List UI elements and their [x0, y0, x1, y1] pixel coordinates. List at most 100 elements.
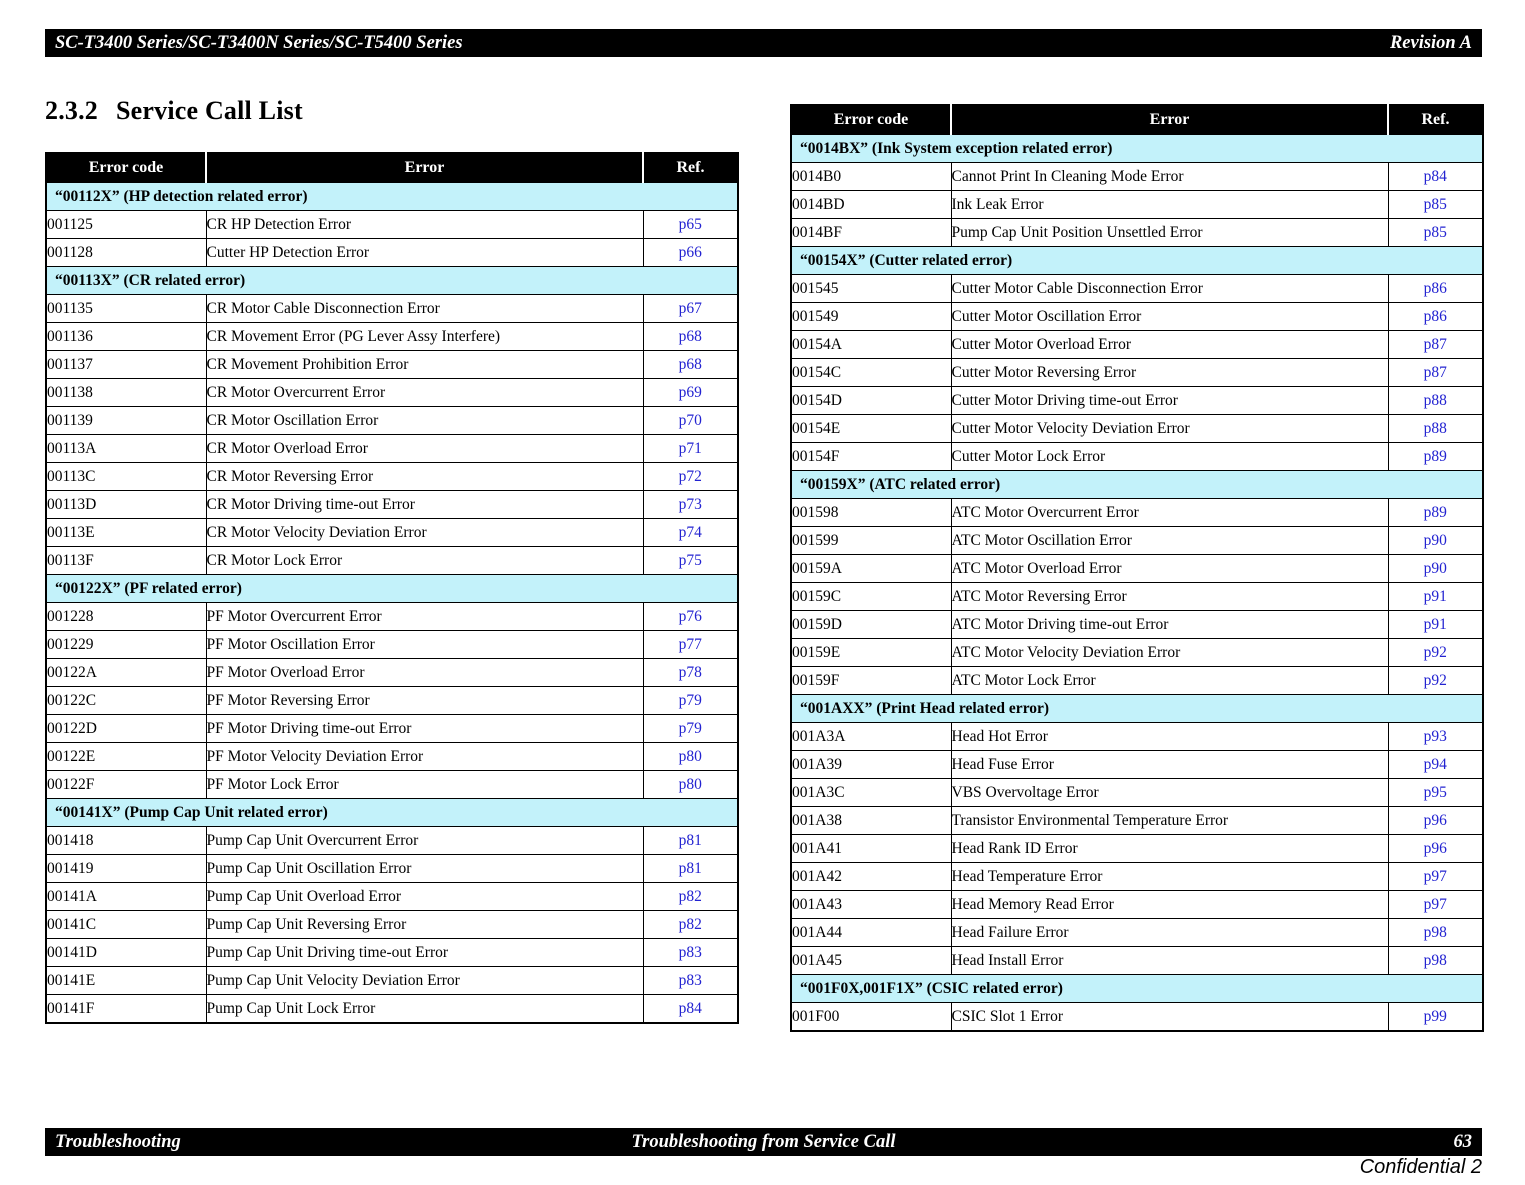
error-description-cell: Cutter Motor Cable Disconnection Error	[950, 274, 1389, 303]
page-ref-link[interactable]: p88	[1423, 419, 1447, 437]
page-ref-link[interactable]: p80	[678, 747, 702, 765]
page-ref-link[interactable]: p88	[1423, 391, 1447, 409]
page-ref-cell: p75	[642, 546, 739, 575]
page-ref-link[interactable]: p98	[1423, 951, 1447, 969]
page-ref-link[interactable]: p90	[1423, 559, 1447, 577]
table-row: 00122D PF Motor Driving time-out Error p79	[45, 714, 739, 743]
section-title-text: Service Call List	[116, 96, 303, 125]
page-ref-link[interactable]: p85	[1423, 195, 1447, 213]
page-ref-cell: p91	[1387, 610, 1484, 639]
table-row: 001419 Pump Cap Unit Oscillation Error p81	[45, 854, 739, 883]
table-row: 001137 CR Movement Prohibition Error p68	[45, 350, 739, 379]
page-ref-cell: p83	[642, 966, 739, 995]
page-ref-link[interactable]: p69	[678, 383, 702, 401]
section-row: “001AXX” (Print Head related error)	[790, 694, 1484, 723]
page-ref-link[interactable]: p89	[1423, 503, 1447, 521]
page-ref-link[interactable]: p83	[678, 943, 702, 961]
page-ref-link[interactable]: p71	[678, 439, 702, 457]
page-ref-link[interactable]: p86	[1423, 279, 1447, 297]
page-ref-link[interactable]: p82	[678, 887, 702, 905]
error-code-cell: 001418	[45, 826, 207, 855]
page-ref-link[interactable]: p84	[678, 999, 702, 1017]
page-ref-cell: p80	[642, 770, 739, 799]
page-ref-cell: p93	[1387, 722, 1484, 751]
section-row: “0014BX” (Ink System exception related e…	[790, 134, 1484, 163]
error-description-cell: ATC Motor Overload Error	[950, 554, 1389, 583]
error-description-cell: Pump Cap Unit Reversing Error	[205, 910, 644, 939]
error-description-cell: CR Movement Error (PG Lever Assy Interfe…	[205, 322, 644, 351]
table-row: 00113F CR Motor Lock Error p75	[45, 546, 739, 575]
error-description-cell: CR Motor Overload Error	[205, 434, 644, 463]
page-ref-cell: p83	[642, 938, 739, 967]
page-ref-link[interactable]: p83	[678, 971, 702, 989]
page-ref-link[interactable]: p74	[678, 523, 702, 541]
table-row: 00141A Pump Cap Unit Overload Error p82	[45, 882, 739, 911]
page-ref-link[interactable]: p84	[1423, 167, 1447, 185]
page-ref-link[interactable]: p89	[1423, 447, 1447, 465]
error-code-cell: 001A44	[790, 918, 952, 947]
table-row: 001418 Pump Cap Unit Overcurrent Error p81	[45, 826, 739, 855]
footer-page-number: 63	[1453, 1131, 1473, 1152]
table-row: 001128 Cutter HP Detection Error p66	[45, 238, 739, 267]
page-ref-link[interactable]: p80	[678, 775, 702, 793]
page-ref-link[interactable]: p73	[678, 495, 702, 513]
error-description-cell: PF Motor Overcurrent Error	[205, 602, 644, 631]
page-ref-link[interactable]: p92	[1423, 643, 1447, 661]
page-ref-link[interactable]: p81	[678, 859, 702, 877]
page-ref-link[interactable]: p79	[678, 691, 702, 709]
page-ref-link[interactable]: p94	[1423, 755, 1447, 773]
page-ref-cell: p88	[1387, 414, 1484, 443]
error-code-cell: 00141F	[45, 994, 207, 1024]
error-code-cell: 00154F	[790, 442, 952, 471]
service-call-table-right-wrap: Error code Error Ref. “0014BX” (Ink System…	[790, 104, 1484, 1032]
page-ref-link[interactable]: p81	[678, 831, 702, 849]
page-ref-link[interactable]: p75	[678, 551, 702, 569]
error-description-cell: ATC Motor Overcurrent Error	[950, 498, 1389, 527]
table-row: 00141F Pump Cap Unit Lock Error p84	[45, 994, 739, 1024]
page-ref-link[interactable]: p82	[678, 915, 702, 933]
page-ref-link[interactable]: p99	[1423, 1007, 1447, 1025]
error-description-cell: Pump Cap Unit Overload Error	[205, 882, 644, 911]
error-description-cell: Cutter Motor Lock Error	[950, 442, 1389, 471]
page-ref-link[interactable]: p85	[1423, 223, 1447, 241]
page-ref-link[interactable]: p66	[678, 243, 702, 261]
page-title: 2.3.2 Service Call List	[45, 96, 303, 126]
page-ref-link[interactable]: p96	[1423, 811, 1447, 829]
error-code-cell: 001A3C	[790, 778, 952, 807]
error-code-cell: 00122E	[45, 742, 207, 771]
page-ref-link[interactable]: p77	[678, 635, 702, 653]
page-ref-link[interactable]: p95	[1423, 783, 1447, 801]
page-ref-link[interactable]: p67	[678, 299, 702, 317]
page-ref-link[interactable]: p79	[678, 719, 702, 737]
table-row: 00122E PF Motor Velocity Deviation Error p…	[45, 742, 739, 771]
error-code-cell: 00141C	[45, 910, 207, 939]
page-ref-link[interactable]: p97	[1423, 895, 1447, 913]
page-ref-link[interactable]: p72	[678, 467, 702, 485]
page-ref-link[interactable]: p93	[1423, 727, 1447, 745]
error-code-cell: 00154A	[790, 330, 952, 359]
page-ref-link[interactable]: p87	[1423, 363, 1447, 381]
page-ref-link[interactable]: p98	[1423, 923, 1447, 941]
section-row: “00112X” (HP detection related error)	[45, 182, 739, 211]
page-ref-link[interactable]: p65	[678, 215, 702, 233]
page-ref-link[interactable]: p76	[678, 607, 702, 625]
table-row: 00122A PF Motor Overload Error p78	[45, 658, 739, 687]
page-ref-link[interactable]: p87	[1423, 335, 1447, 353]
section-header-cell: “00122X” (PF related error)	[45, 574, 739, 603]
page-ref-link[interactable]: p97	[1423, 867, 1447, 885]
page-ref-link[interactable]: p90	[1423, 531, 1447, 549]
page-ref-link[interactable]: p86	[1423, 307, 1447, 325]
service-call-table-left-wrap: Error code Error Ref. “00112X” (HP detecti…	[45, 152, 739, 1024]
page-ref-link[interactable]: p96	[1423, 839, 1447, 857]
page-ref-link[interactable]: p92	[1423, 671, 1447, 689]
section-header-cell: “0014BX” (Ink System exception related e…	[790, 134, 1484, 163]
page-ref-cell: p77	[642, 630, 739, 659]
page-ref-link[interactable]: p68	[678, 355, 702, 373]
page-ref-link[interactable]: p78	[678, 663, 702, 681]
page-ref-link[interactable]: p91	[1423, 615, 1447, 633]
error-description-cell: Cannot Print In Cleaning Mode Error	[950, 162, 1389, 191]
page-ref-link[interactable]: p91	[1423, 587, 1447, 605]
page-ref-link[interactable]: p68	[678, 327, 702, 345]
table-row: 001136 CR Movement Error (PG Lever Assy I…	[45, 322, 739, 351]
page-ref-link[interactable]: p70	[678, 411, 702, 429]
